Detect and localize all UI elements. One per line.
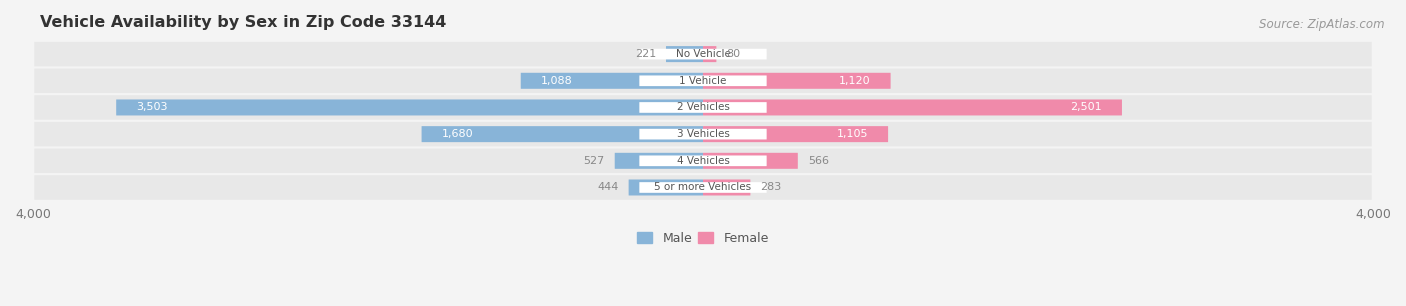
Text: 80: 80 — [727, 49, 741, 59]
FancyBboxPatch shape — [117, 99, 703, 115]
FancyBboxPatch shape — [703, 153, 797, 169]
Text: 2,501: 2,501 — [1070, 103, 1102, 113]
Text: 444: 444 — [598, 182, 619, 192]
FancyBboxPatch shape — [614, 153, 703, 169]
Text: Vehicle Availability by Sex in Zip Code 33144: Vehicle Availability by Sex in Zip Code … — [39, 15, 446, 30]
Text: 221: 221 — [634, 49, 657, 59]
FancyBboxPatch shape — [640, 155, 766, 166]
Text: 566: 566 — [808, 156, 830, 166]
FancyBboxPatch shape — [628, 180, 703, 196]
Text: 1,120: 1,120 — [839, 76, 870, 86]
Text: 3 Vehicles: 3 Vehicles — [676, 129, 730, 139]
Text: 3,503: 3,503 — [136, 103, 167, 113]
Text: 4 Vehicles: 4 Vehicles — [676, 156, 730, 166]
Text: 1,680: 1,680 — [441, 129, 474, 139]
Text: 2 Vehicles: 2 Vehicles — [676, 103, 730, 113]
FancyBboxPatch shape — [703, 99, 1122, 115]
Text: Source: ZipAtlas.com: Source: ZipAtlas.com — [1260, 18, 1385, 31]
Text: 5 or more Vehicles: 5 or more Vehicles — [654, 182, 752, 192]
FancyBboxPatch shape — [640, 102, 766, 113]
FancyBboxPatch shape — [703, 46, 717, 62]
FancyBboxPatch shape — [640, 76, 766, 86]
FancyBboxPatch shape — [34, 42, 1372, 66]
FancyBboxPatch shape — [640, 129, 766, 140]
FancyBboxPatch shape — [34, 69, 1372, 93]
FancyBboxPatch shape — [703, 180, 751, 196]
FancyBboxPatch shape — [34, 122, 1372, 146]
Text: 1,105: 1,105 — [837, 129, 868, 139]
FancyBboxPatch shape — [703, 73, 890, 89]
FancyBboxPatch shape — [34, 95, 1372, 120]
Text: 1,088: 1,088 — [541, 76, 572, 86]
FancyBboxPatch shape — [422, 126, 703, 142]
FancyBboxPatch shape — [34, 148, 1372, 173]
Text: No Vehicle: No Vehicle — [675, 49, 731, 59]
Legend: Male, Female: Male, Female — [633, 227, 773, 250]
Text: 527: 527 — [583, 156, 605, 166]
FancyBboxPatch shape — [666, 46, 703, 62]
FancyBboxPatch shape — [34, 175, 1372, 200]
FancyBboxPatch shape — [703, 126, 889, 142]
Text: 1 Vehicle: 1 Vehicle — [679, 76, 727, 86]
Text: 283: 283 — [761, 182, 782, 192]
FancyBboxPatch shape — [640, 182, 766, 193]
FancyBboxPatch shape — [640, 49, 766, 59]
FancyBboxPatch shape — [520, 73, 703, 89]
